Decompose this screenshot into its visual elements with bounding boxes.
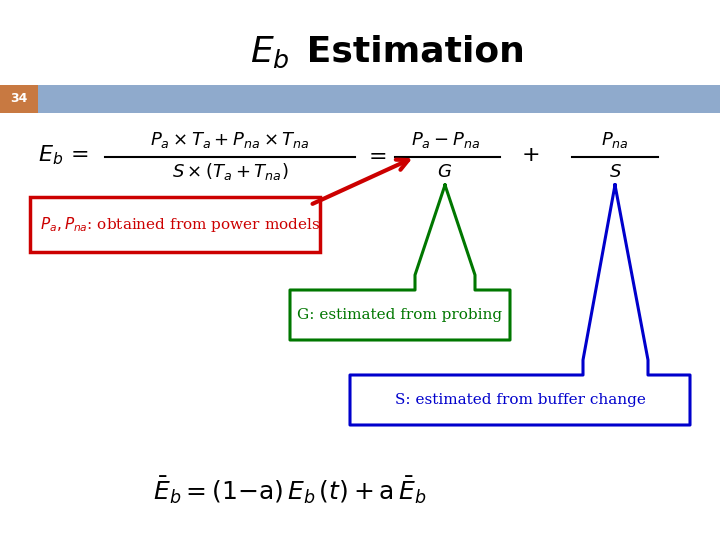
Bar [0, 85, 38, 113]
Text: 34: 34 [10, 92, 27, 105]
Text: Estimation: Estimation [294, 35, 525, 69]
Text: $\bar{E}_b = (1\mathrm{-a})\,E_b\,(t) + \mathrm{a}\,\bar{E}_b$: $\bar{E}_b = (1\mathrm{-a})\,E_b\,(t) + … [153, 474, 427, 505]
Text: $P_a - P_{na}$: $P_a - P_{na}$ [410, 130, 480, 150]
Text: $S \times (T_a + T_{na})$: $S \times (T_a + T_{na})$ [172, 161, 288, 183]
Text: $P_a \times T_a + P_{na} \times T_{na}$: $P_a \times T_a + P_{na} \times T_{na}$ [150, 130, 310, 150]
Text: $=$: $=$ [364, 144, 387, 166]
Text: $P_{na}$: $P_{na}$ [601, 130, 629, 150]
Text: $E_b$: $E_b$ [251, 35, 290, 70]
Text: $E_b\,=$: $E_b\,=$ [38, 143, 89, 167]
Bar [0, 85, 720, 113]
Bar [30, 197, 320, 252]
Text: $G$: $G$ [438, 163, 453, 181]
Text: G: estimated from probing: G: estimated from probing [297, 308, 503, 322]
Text: S: estimated from buffer change: S: estimated from buffer change [395, 393, 645, 407]
Text: $+$: $+$ [521, 144, 539, 166]
Text: $S$: $S$ [608, 163, 621, 181]
Text: $P_a, P_{na}$: obtained from power models: $P_a, P_{na}$: obtained from power model… [40, 215, 320, 234]
